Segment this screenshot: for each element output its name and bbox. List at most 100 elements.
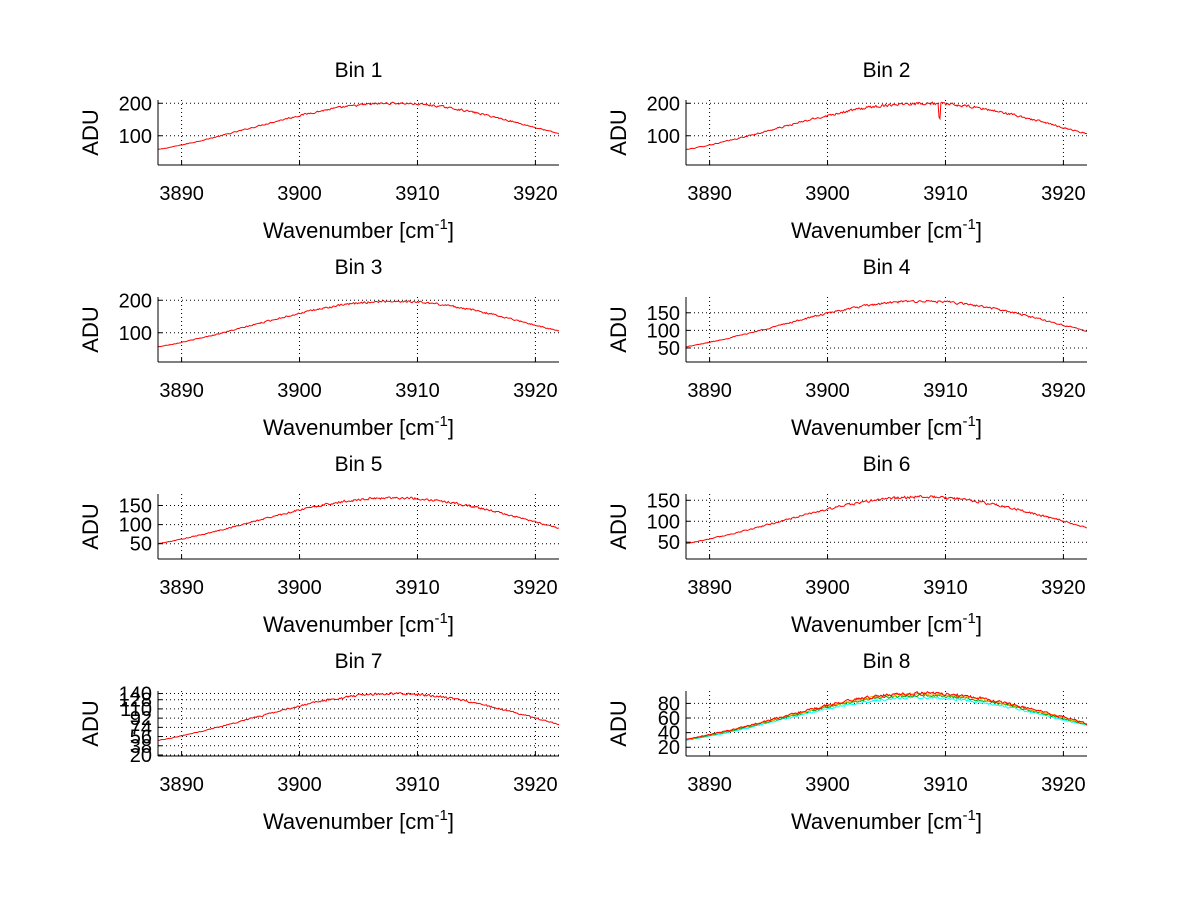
series-line-spectrum xyxy=(158,691,559,741)
x-tick-label: 3900 xyxy=(805,183,850,205)
subplot-title: Bin 4 xyxy=(863,256,911,279)
x-tick-label: 3900 xyxy=(277,183,322,205)
y-tick-label: 50 xyxy=(658,532,680,554)
x-axis-label-superscript: -1 xyxy=(435,610,448,627)
x-axis-label: Wavenumber [cm-1] xyxy=(263,216,454,243)
y-tick-label: 150 xyxy=(119,495,152,517)
x-tick-label: 3900 xyxy=(277,774,322,796)
x-tick-label: 3890 xyxy=(687,577,732,599)
y-axis-label: ADU xyxy=(606,306,631,352)
y-axis-label: ADU xyxy=(78,700,103,746)
y-tick-label: 100 xyxy=(119,126,152,148)
y-tick-label: 150 xyxy=(647,303,680,325)
x-axis-label: Wavenumber [cm-1] xyxy=(791,807,982,834)
x-tick-label: 3910 xyxy=(395,774,440,796)
series-line-spectrum xyxy=(158,299,559,348)
x-axis-label-superscript: -1 xyxy=(435,216,448,233)
x-axis-label: Wavenumber [cm-1] xyxy=(791,413,982,440)
y-axis-label: ADU xyxy=(78,306,103,352)
y-tick-label: 140 xyxy=(119,684,152,706)
y-tick-label: 38 xyxy=(130,736,152,758)
y-tick-label: 100 xyxy=(119,323,152,345)
x-tick-label: 3900 xyxy=(805,577,850,599)
series-line-spectrum-1 xyxy=(686,695,1087,741)
series-line-spectrum xyxy=(686,101,1087,151)
subplot-title: Bin 7 xyxy=(335,650,383,673)
x-tick-label: 3900 xyxy=(277,380,322,402)
subplot-title: Bin 5 xyxy=(335,453,383,476)
subplot-title: Bin 6 xyxy=(863,453,911,476)
x-axis-label: Wavenumber [cm-1] xyxy=(263,610,454,637)
y-tick-label: 50 xyxy=(658,338,680,360)
x-tick-label: 3910 xyxy=(923,380,968,402)
subplot-bin-2: 3890 3900 3910 3920 100 200 Bin 2 ADU Wavenumber… xyxy=(606,59,1087,243)
series-line-spectrum xyxy=(686,299,1087,348)
y-tick-label: 20 xyxy=(658,737,680,759)
series-line-spectrum xyxy=(158,496,559,545)
x-tick-label: 3910 xyxy=(923,774,968,796)
subplot-bin-1: 3890 3900 3910 3920 100 200 Bin 1 ADU Wavenumber… xyxy=(78,59,559,243)
x-tick-label: 3910 xyxy=(395,577,440,599)
x-tick-label: 3910 xyxy=(395,380,440,402)
x-axis-label-superscript: -1 xyxy=(963,807,976,824)
y-tick-label: 100 xyxy=(119,515,152,537)
x-tick-label: 3910 xyxy=(395,183,440,205)
x-tick-label: 3920 xyxy=(513,183,558,205)
x-axis-label-superscript: -1 xyxy=(963,610,976,627)
x-tick-label: 3920 xyxy=(1041,577,1086,599)
x-tick-label: 3900 xyxy=(805,774,850,796)
x-tick-label: 3910 xyxy=(923,183,968,205)
y-tick-label: 110 xyxy=(120,699,152,721)
x-tick-label: 3920 xyxy=(513,577,558,599)
y-tick-label: 80 xyxy=(658,693,680,715)
subplot-title: Bin 2 xyxy=(863,59,911,82)
y-tick-label: 100 xyxy=(647,126,680,148)
x-axis-label: Wavenumber [cm-1] xyxy=(263,807,454,834)
subplot-grid: 3890 3900 3910 3920 100 200 Bin 1 ADU Wavenumber… xyxy=(78,59,1087,834)
x-axis-label: Wavenumber [cm-1] xyxy=(791,216,982,243)
y-tick-label: 200 xyxy=(119,93,152,115)
x-tick-label: 3920 xyxy=(1041,183,1086,205)
y-tick-label: 74 xyxy=(130,717,152,739)
x-axis-label-superscript: -1 xyxy=(963,216,976,233)
y-tick-label: 100 xyxy=(647,511,680,533)
y-tick-label: 20 xyxy=(130,745,152,767)
series-line-spectrum xyxy=(686,495,1087,544)
x-tick-label: 3890 xyxy=(159,380,204,402)
y-axis-label: ADU xyxy=(78,109,103,155)
y-tick-label: 128 xyxy=(119,690,152,712)
x-axis-label: Wavenumber [cm-1] xyxy=(263,413,454,440)
x-axis-label-superscript: -1 xyxy=(435,413,448,430)
subplot-title: Bin 3 xyxy=(335,256,383,279)
y-tick-label: 200 xyxy=(647,93,680,115)
x-tick-label: 3920 xyxy=(513,774,558,796)
series-line-spectrum-4 xyxy=(686,691,1087,740)
x-axis-label-superscript: -1 xyxy=(435,807,448,824)
y-tick-label: 60 xyxy=(658,708,680,730)
x-tick-label: 3890 xyxy=(159,183,204,205)
y-tick-label: 56 xyxy=(130,727,152,749)
x-axis-label-superscript: -1 xyxy=(963,413,976,430)
x-tick-label: 3900 xyxy=(277,577,322,599)
y-tick-label: 200 xyxy=(119,290,152,312)
x-tick-label: 3890 xyxy=(159,774,204,796)
y-tick-label: 100 xyxy=(647,320,680,342)
y-tick-label: 92 xyxy=(130,708,152,730)
x-tick-label: 3920 xyxy=(513,380,558,402)
y-tick-label: 50 xyxy=(130,534,152,556)
subplot-title: Bin 1 xyxy=(335,59,383,82)
x-tick-label: 3890 xyxy=(159,577,204,599)
x-tick-label: 3890 xyxy=(687,183,732,205)
y-axis-label: ADU xyxy=(78,503,103,549)
y-tick-label: 40 xyxy=(658,723,680,745)
y-axis-label: ADU xyxy=(606,109,631,155)
x-tick-label: 3890 xyxy=(687,774,732,796)
x-tick-label: 3920 xyxy=(1041,774,1086,796)
x-tick-label: 3920 xyxy=(1041,380,1086,402)
